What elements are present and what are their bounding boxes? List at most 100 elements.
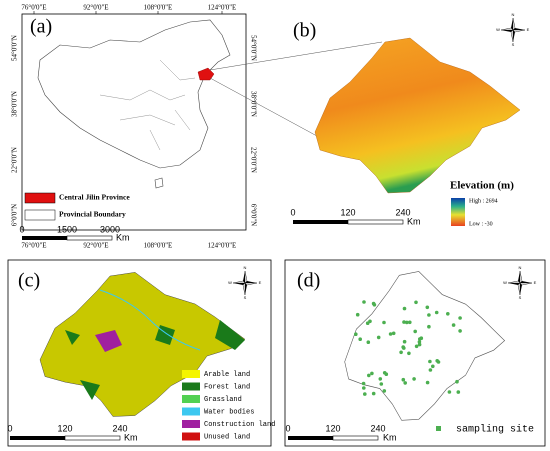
site-dot [368,319,372,324]
china-outline [37,19,231,189]
site-dot [435,359,440,363]
site-dot [362,300,366,304]
site-dot [428,359,432,364]
compass-letter: N [244,265,247,270]
legend-label: Water bodies [204,408,254,416]
scale-bar [332,435,379,441]
lon-label: 124°0'0"E [208,4,237,12]
scale-label: 1500 [57,224,77,234]
zoom-line [209,41,383,71]
legend-label: High : 2694 [469,198,498,204]
legend-label: sampling site [456,424,534,436]
site-dot [417,340,422,344]
site-dot [417,342,422,347]
site-dot [446,312,450,316]
legend-swatch [182,370,200,378]
scale-label: 0 [290,207,295,217]
legend-label: Central Jilin Province [59,193,130,202]
scale-label: 3000 [100,224,120,234]
site-dot [458,329,462,333]
north-arrow [500,17,526,43]
zoom-line [209,77,329,143]
site-dot [407,351,411,356]
panel-a: (a) 76°0'0"E 76°0'0"E 92°0'0"E 92°0'0"E 108°… [11,4,383,250]
legend-label: Provincial Boundary [59,210,126,219]
site-dot [361,381,366,386]
lat-label: 38°0'0"N [11,91,19,117]
urban-patch [95,330,122,352]
site-dot [388,332,393,336]
site-dot [382,320,386,325]
scale-label: 120 [340,207,355,217]
lat-label: 54°0'0"N [11,35,19,61]
site-dot [447,390,452,394]
elevation-map [314,37,521,194]
site-dot [431,364,435,369]
lon-label: 108°0'0"E [144,4,173,12]
scale-bar [10,436,65,440]
jilin-highlight [197,67,215,81]
site-dot [405,320,409,325]
compass-letter: S [519,295,522,300]
lat-label: 6°0'0"N [11,204,19,226]
lon-label: 92°0'0"E [83,4,108,12]
scale-label: 240 [112,423,127,433]
compass-letter: W [228,280,232,285]
site-dot [391,331,396,336]
lon-labels: 76°0'0"E 76°0'0"E 92°0'0"E 92°0'0"E 108°0'0"… [21,4,236,250]
site-dot [402,306,407,311]
panel-label: (b) [293,20,316,42]
river [99,289,201,351]
site-dot [379,382,384,386]
elevation-ramp [451,198,465,226]
site-dot [355,312,360,317]
site-dot [401,345,406,349]
site-dot [451,323,456,327]
scale-label: Km [116,232,130,242]
legend-label: Grassland [204,396,242,404]
site-dot [402,320,406,324]
legend-label: Construction land [204,421,275,429]
site-dot [458,316,462,320]
site-dot [403,381,408,385]
panel-label: (a) [30,16,52,38]
site-dot [413,329,418,334]
lat-label: 38°0'0"N [249,91,257,117]
sampling-sites [354,300,462,396]
site-dot [366,340,371,345]
lon-label: 124°0'0"E [208,242,237,250]
site-dot [427,324,431,329]
site-dot [456,390,461,394]
legend-swatch [182,407,200,416]
panel-b: (b) Elevation (m) High : 2694 Low : -30 … [290,17,526,227]
scale-bar [66,235,113,241]
site-dot [414,344,419,349]
compass-letter: N [512,12,515,17]
site-dot [412,377,416,381]
scale-label: 0 [285,423,290,433]
site-dot [370,371,374,376]
compass-letter: W [496,27,500,32]
legend-swatch [182,420,200,428]
legend: Arable land Forest land Grassland Water bod… [182,370,275,441]
scale-bar [22,236,67,240]
lat-label: 22°0'0"N [249,147,257,173]
compass-letter: S [512,42,515,47]
compass-letter: S [244,295,247,300]
site-dot [371,391,376,396]
forest-patches [65,320,245,400]
compass-letter: E [259,280,262,285]
site-dot [428,368,433,372]
lat-label: 54°0'0"N [249,35,257,61]
site-dot [425,305,430,310]
site-dot [455,379,459,384]
site-dot [427,313,431,317]
legend-swatch [182,432,200,441]
panel-label: (c) [18,270,40,292]
site-dot [401,377,406,382]
lon-label: 92°0'0"E [83,242,108,250]
compass-letter: W [503,280,507,285]
site-dot [358,337,363,342]
province-boundaries [99,59,196,151]
scale-label: 120 [325,423,340,433]
